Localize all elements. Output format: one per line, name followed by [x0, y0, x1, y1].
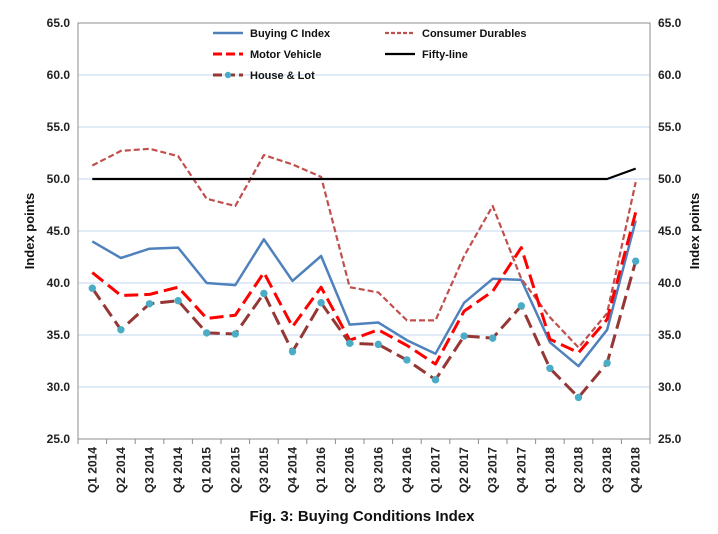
y-tick-label-right: 60.0 [658, 68, 682, 82]
data-point-house-lot [374, 340, 382, 349]
y-tick-label-left: 65.0 [47, 16, 71, 30]
legend-marker-house-lot [224, 71, 232, 79]
data-point-house-lot [231, 330, 240, 338]
x-tick-label: Q2 2014 [114, 447, 128, 493]
data-point-house-lot [517, 302, 525, 310]
y-tick-label-left: 50.0 [47, 172, 71, 186]
x-tick-label: Q2 2018 [572, 447, 586, 493]
legend-label-buying-c-index: Buying C Index [250, 28, 331, 40]
y-tick-label-left: 25.0 [47, 432, 71, 446]
data-point-house-lot [117, 326, 125, 334]
x-tick-label: Q3 2014 [143, 447, 157, 493]
series-line-fifty-line [92, 167, 637, 181]
legend-label-motor-vehicle: Motor Vehicle [250, 49, 322, 61]
data-point-house-lot [317, 299, 325, 307]
data-point-house-lot [346, 339, 354, 348]
series-line-motor-vehicle [91, 211, 638, 366]
x-tick-label: Q2 2015 [228, 447, 242, 493]
y-tick-label-right: 25.0 [658, 432, 682, 446]
x-tick-label: Q1 2016 [314, 447, 328, 493]
x-tick-label: Q3 2015 [257, 447, 271, 493]
y-tick-label-left: 35.0 [47, 328, 71, 342]
series-line-buying-c-index [91, 220, 637, 368]
data-point-house-lot [88, 284, 97, 292]
y-axis-title-left: Index points [22, 193, 37, 270]
x-tick-label: Q4 2016 [400, 447, 414, 493]
data-point-house-lot [603, 359, 611, 367]
y-tick-label-left: 30.0 [47, 380, 71, 394]
y-tick-label-right: 30.0 [658, 380, 682, 394]
x-tick-label: Q4 2014 [171, 447, 185, 493]
data-point-house-lot [574, 393, 583, 402]
series-line-house-lot [91, 260, 638, 399]
left-y-axis: 25.0 30.0 35.0 40.0 45.0 50.0 55.0 60.0 65.0 [47, 16, 71, 446]
x-tick-label: Q3 2018 [600, 447, 614, 493]
x-tick-label: Q1 2018 [543, 447, 557, 493]
x-tick-label: Q1 2015 [200, 447, 214, 493]
data-point-house-lot [431, 376, 440, 384]
x-tick-label: Q4 2018 [629, 447, 643, 493]
data-point-house-lot [260, 289, 268, 298]
data-point-house-lot [632, 257, 640, 265]
y-tick-label-left: 60.0 [47, 68, 71, 82]
x-tick-label: Q4 2017 [514, 447, 528, 493]
x-tick-label: Q3 2016 [371, 447, 385, 493]
x-tick-label: Q2 2016 [343, 447, 357, 493]
legend: Buying C Index Consumer Durables Motor Veh… [213, 28, 527, 82]
data-point-house-lot [489, 334, 497, 342]
x-axis: Q1 2014 Q2 2014 Q3 2014 Q4 2014 Q1 2015 Q2 20… [77, 439, 651, 493]
y-tick-label-right: 55.0 [658, 120, 682, 134]
y-tick-label-left: 45.0 [47, 224, 71, 238]
data-point-house-lot [546, 364, 554, 372]
y-axis-title-right: Index points [687, 193, 702, 270]
y-tick-label-left: 55.0 [47, 120, 71, 134]
right-y-axis: 25.0 30.0 35.0 40.0 45.0 50.0 55.0 60.0 65.0 [658, 16, 682, 446]
y-tick-label-right: 45.0 [658, 224, 682, 238]
y-tick-label-right: 65.0 [658, 16, 682, 30]
y-tick-label-right: 50.0 [658, 172, 682, 186]
data-point-house-lot [403, 356, 411, 364]
x-tick-label: Q1 2014 [85, 447, 99, 493]
data-point-house-lot [288, 347, 297, 356]
legend-label-house-lot: House & Lot [250, 70, 315, 82]
data-point-house-lot [145, 300, 154, 308]
data-point-house-lot [174, 296, 182, 305]
x-tick-label: Q4 2014 [286, 447, 300, 493]
y-tick-label-right: 40.0 [658, 276, 682, 290]
x-tick-label: Q3 2017 [486, 447, 500, 493]
chart-caption: Fig. 3: Buying Conditions Index [250, 508, 476, 525]
legend-label-consumer-durables: Consumer Durables [422, 28, 527, 40]
x-tick-label: Q2 2017 [457, 447, 471, 493]
x-tick-label: Q1 2017 [429, 447, 443, 493]
y-tick-label-right: 35.0 [658, 328, 682, 342]
data-point-house-lot [203, 329, 211, 337]
series-lines [88, 147, 640, 402]
series-line-consumer-durables [91, 147, 637, 349]
data-point-house-lot [460, 332, 468, 340]
y-tick-label-left: 40.0 [47, 276, 71, 290]
legend-label-fifty-line: Fifty-line [422, 49, 468, 61]
